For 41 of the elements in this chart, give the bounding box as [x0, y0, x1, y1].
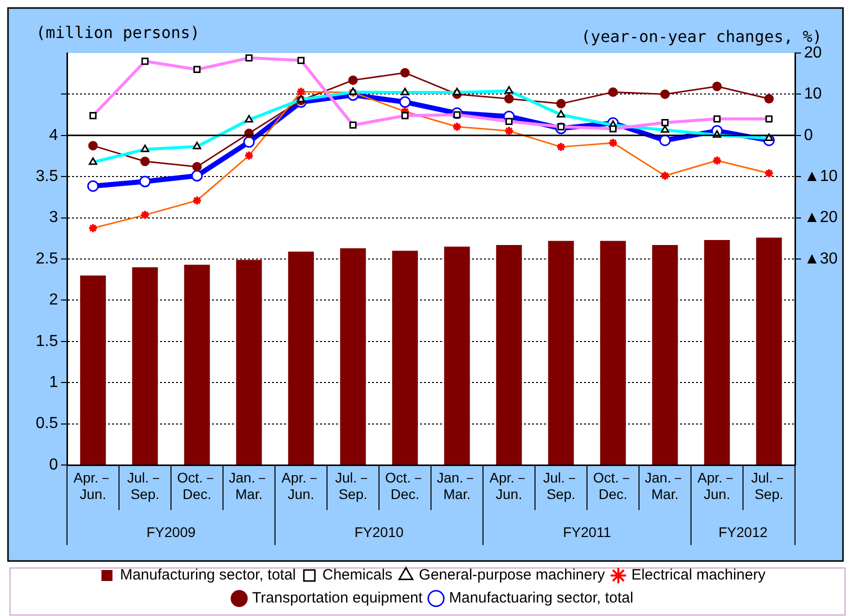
x-tick-label: Oct.－ Dec. [177, 469, 217, 502]
y-tick-label: 4 [49, 126, 58, 144]
y-tick-label: 0.5 [36, 415, 58, 432]
x-tick-label: Jan.－ Mar. [644, 469, 686, 502]
y-axis-title: (million persons) [36, 23, 200, 42]
y2-axis-title: (year-on-year changes, %) [581, 27, 822, 46]
legend-label: Electrical machinery [631, 566, 766, 584]
y-tick-label: 3.5 [36, 168, 58, 186]
y-tick-label: 0 [49, 456, 58, 474]
x-tick-label: Oct.－ Dec. [385, 469, 425, 502]
text: FY2012 [718, 524, 768, 540]
y2-tick-label: ▲20 [804, 209, 838, 226]
y2-tick-label: ▲30 [804, 250, 838, 268]
x-tick-label: Apr.－ Jun. [490, 469, 528, 502]
text: FY2011 [563, 524, 612, 540]
y2-tick-label: 10 [804, 86, 822, 103]
legend-label: Transportation equipment [252, 590, 424, 607]
y-tick-label: 2 [49, 292, 58, 309]
y-tick-label: 3 [49, 209, 58, 226]
y2-tick-label: 0 [804, 126, 813, 144]
y2-tick-label: ▲10 [804, 168, 838, 186]
y-tick-label: 1.5 [36, 332, 58, 350]
x-tick-label: Jan.－ Mar. [228, 469, 270, 502]
y2-tick-label: 20 [804, 44, 822, 62]
x-tick-label: Jul.－ Sep. [543, 469, 579, 502]
x-tick-label: Apr.－ Jun. [698, 469, 736, 502]
y-tick-label: 2.5 [36, 250, 58, 268]
x-tick-label: Jul.－ Sep. [335, 469, 371, 502]
legend-label: Chemicals [322, 566, 392, 584]
x-tick-label: Jan.－ Mar. [436, 469, 478, 502]
x-tick-label: Apr.－ Jun. [282, 469, 320, 502]
text: FY2009 [146, 524, 196, 540]
y-tick-label: 1 [49, 374, 58, 392]
x-tick-label: Jul.－ Sep. [751, 469, 787, 502]
x-tick-label: Jul.－ Sep. [127, 469, 163, 502]
x-tick-label: Oct.－ Dec. [593, 469, 633, 502]
text: FY2010 [354, 524, 404, 540]
legend-label: Manufactuaring sector, total [449, 590, 634, 607]
legend-label: Manufacturing sector, total [120, 566, 296, 584]
x-tick-label: Apr.－ Jun. [74, 469, 112, 502]
legend-label: General-purpose machinery [418, 566, 606, 584]
